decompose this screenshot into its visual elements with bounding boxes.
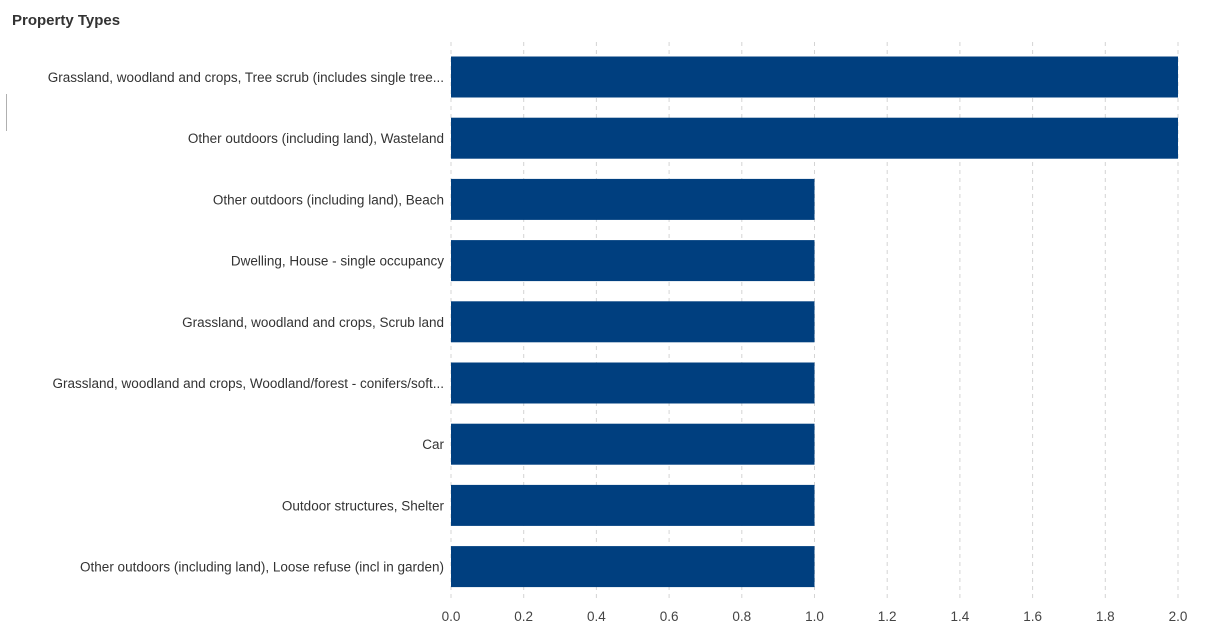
bar[interactable] <box>451 362 815 404</box>
category-label: Grassland, woodland and crops, Woodland/… <box>53 376 444 391</box>
bar[interactable] <box>451 178 815 220</box>
category-label: Outdoor structures, Shelter <box>282 498 445 513</box>
category-label: Grassland, woodland and crops, Tree scru… <box>48 70 444 85</box>
x-tick-label: 1.4 <box>951 609 970 624</box>
bar[interactable] <box>451 56 1178 98</box>
category-label: Other outdoors (including land), Loose r… <box>80 560 444 575</box>
bar[interactable] <box>451 546 815 588</box>
x-tick-label: 0.6 <box>660 609 679 624</box>
x-tick-label: 1.0 <box>805 609 824 624</box>
x-axis-ticks: 0.0 0.2 0.4 0.6 0.8 1.0 1.2 1.4 1.6 1.8 2.0 <box>442 609 1188 624</box>
x-tick-label: 0.0 <box>442 609 461 624</box>
chart-title: Property Types <box>12 12 121 29</box>
left-edge-marker <box>6 94 7 131</box>
x-tick-label: 0.4 <box>587 609 606 624</box>
category-label: Other outdoors (including land), Wastela… <box>188 131 444 146</box>
bar[interactable] <box>451 423 815 465</box>
bar[interactable] <box>451 301 815 343</box>
category-label: Car <box>422 437 444 452</box>
category-label: Grassland, woodland and crops, Scrub lan… <box>182 315 444 330</box>
category-label: Dwelling, House - single occupancy <box>231 254 444 269</box>
x-tick-label: 1.8 <box>1096 609 1115 624</box>
bar[interactable] <box>451 240 815 282</box>
x-tick-label: 2.0 <box>1169 609 1188 624</box>
x-tick-label: 0.8 <box>732 609 751 624</box>
x-tick-label: 1.2 <box>878 609 897 624</box>
category-labels: Grassland, woodland and crops, Tree scru… <box>48 70 445 575</box>
bars <box>451 56 1178 588</box>
x-tick-label: 0.2 <box>514 609 533 624</box>
category-label: Other outdoors (including land), Beach <box>213 192 444 207</box>
bar[interactable] <box>451 117 1178 159</box>
x-tick-label: 1.6 <box>1023 609 1042 624</box>
bar[interactable] <box>451 484 815 526</box>
